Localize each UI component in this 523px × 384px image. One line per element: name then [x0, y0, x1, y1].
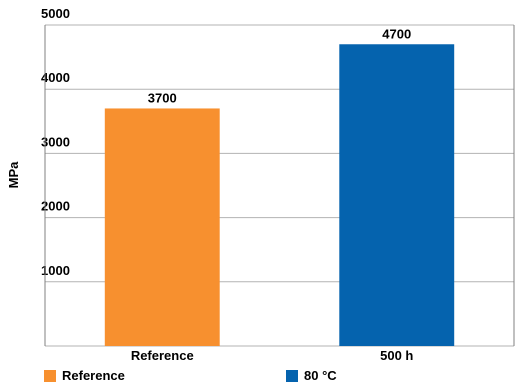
bar-1	[339, 44, 455, 346]
data-label-0: 3700	[148, 90, 177, 105]
y-tick-label: 1000	[41, 263, 70, 278]
legend-label-reference: Reference	[62, 368, 125, 383]
bars	[104, 44, 455, 347]
x-tick-labels: Reference 500 h	[131, 348, 414, 363]
legend-swatch-reference	[44, 369, 56, 382]
data-labels: 3700 4700	[148, 26, 411, 105]
data-label-1: 4700	[382, 26, 411, 41]
legend: Reference 80 °C	[44, 368, 514, 384]
y-tick-labels: 1000 2000 3000 4000 5000	[41, 6, 70, 278]
legend-item-80c: 80 °C	[286, 368, 337, 383]
y-axis-label: MPa	[6, 161, 21, 189]
y-tick-label: 2000	[41, 199, 70, 214]
legend-item-reference: Reference	[44, 368, 125, 383]
legend-swatch-80c	[286, 369, 298, 382]
bar-0	[104, 108, 220, 347]
y-tick-label: 3000	[41, 134, 70, 149]
y-tick-label: 5000	[41, 6, 70, 21]
y-tick-label: 4000	[41, 70, 70, 85]
legend-label-80c: 80 °C	[304, 368, 337, 383]
bar-chart: MPa 1000 2000 3000 4000 5000 3700 4700 Refere…	[6, 6, 515, 363]
x-tick-label-1: 500 h	[380, 348, 413, 363]
x-tick-label-0: Reference	[131, 348, 194, 363]
